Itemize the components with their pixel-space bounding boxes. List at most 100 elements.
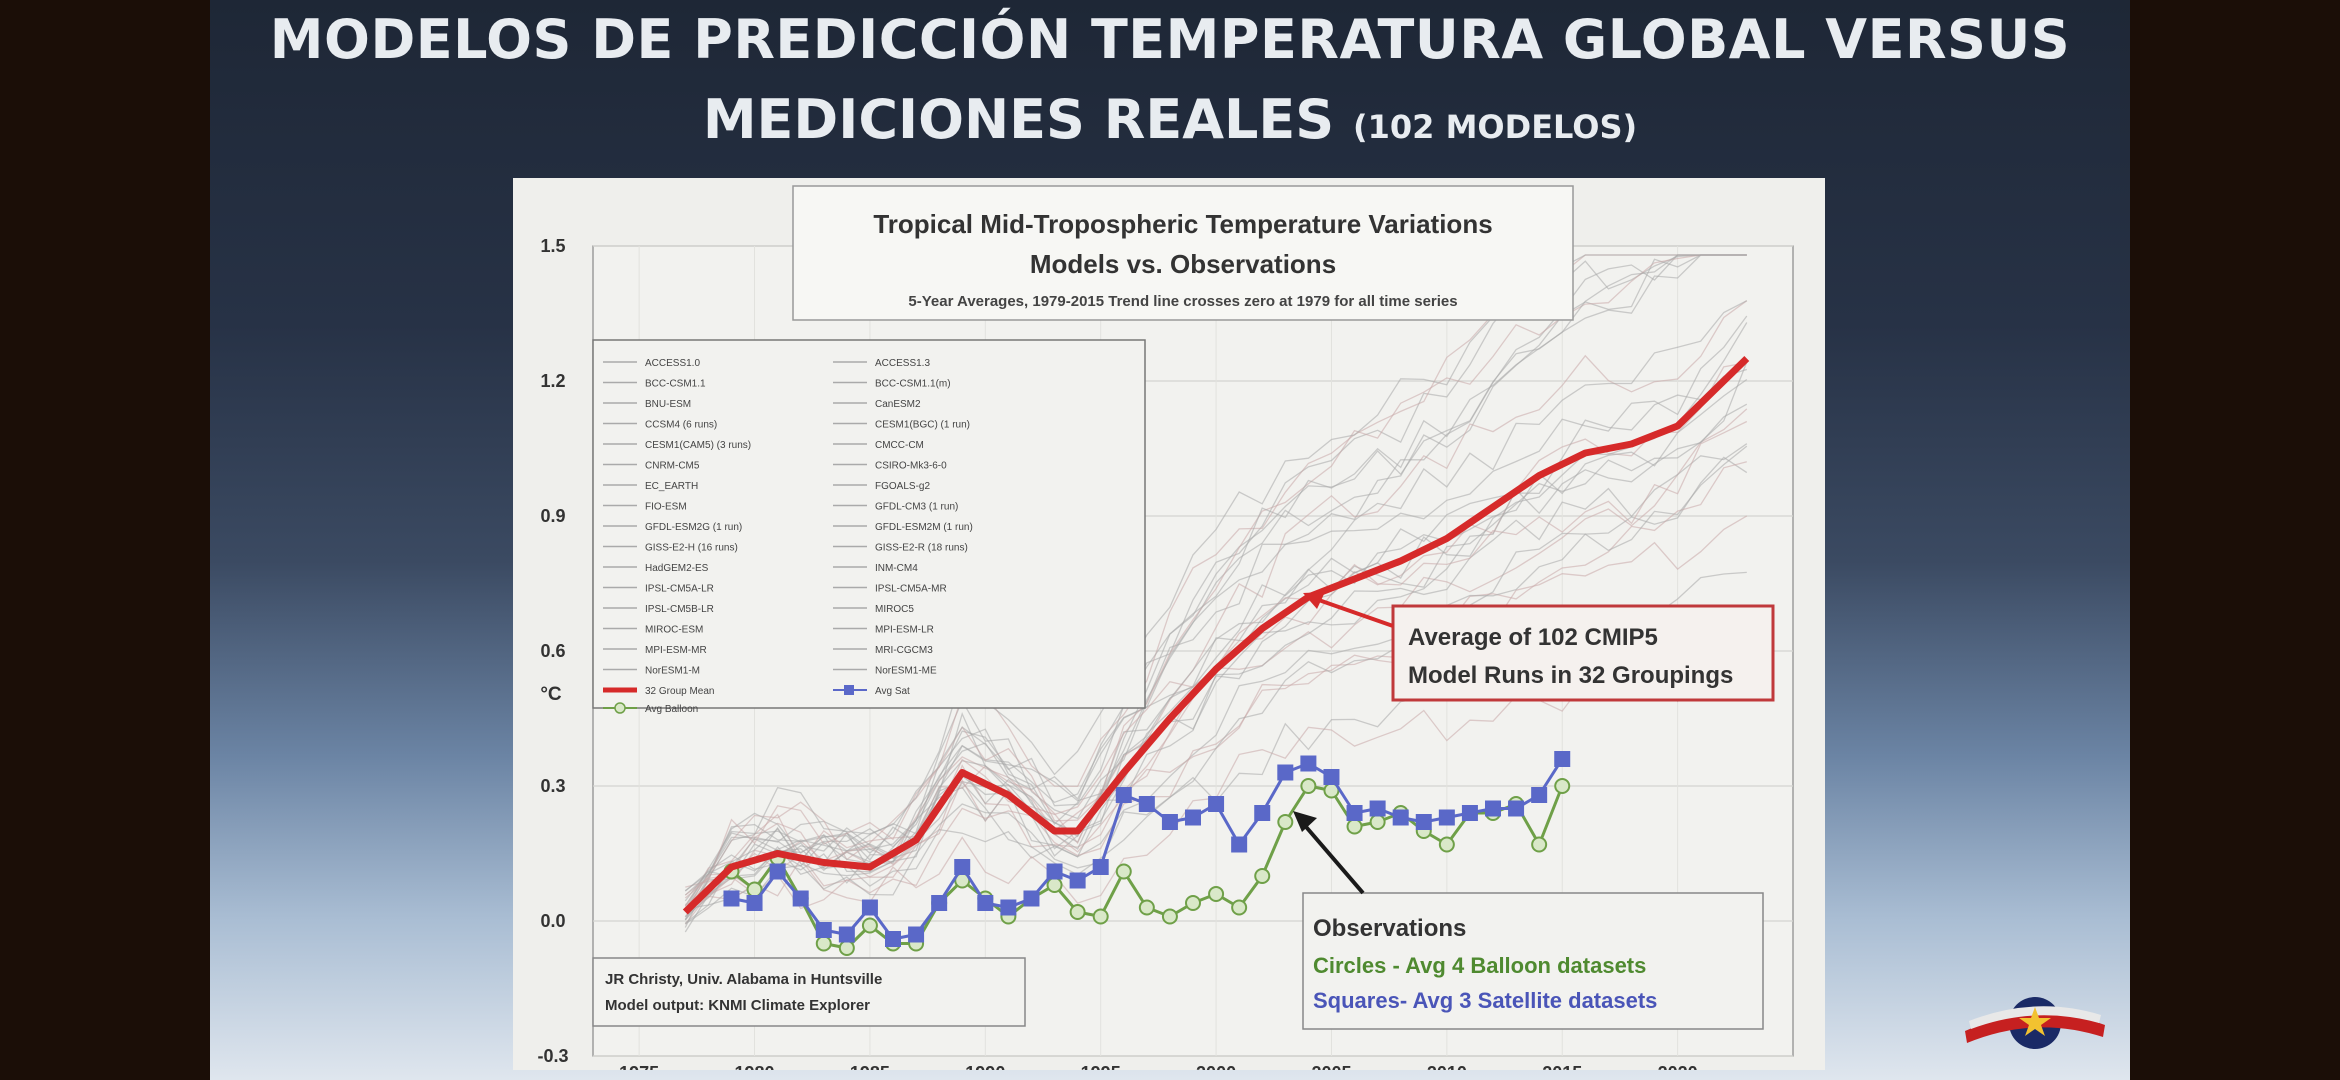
x-tick-label: 1975 bbox=[619, 1063, 659, 1070]
legend-marker-sat bbox=[844, 685, 854, 695]
legend-label: GISS-E2-H (16 runs) bbox=[645, 543, 738, 554]
legend-label: CSIRO-Mk3-6-0 bbox=[875, 461, 947, 472]
logo-red-swoosh bbox=[1965, 1013, 2105, 1043]
satellite-point bbox=[1023, 890, 1040, 907]
x-tick-label: 1990 bbox=[965, 1063, 1005, 1070]
y-tick-label: 1.5 bbox=[540, 236, 565, 256]
observations-arrow bbox=[1299, 819, 1365, 895]
legend-label-mean: 32 Group Mean bbox=[645, 686, 715, 697]
legend-label: BCC-CSM1.1(m) bbox=[875, 379, 951, 390]
satellite-point bbox=[746, 895, 763, 911]
balloon-point bbox=[1185, 895, 1201, 911]
legend-label: GFDL-ESM2G (1 run) bbox=[645, 522, 742, 533]
legend-label: CESM1(CAM5) (3 runs) bbox=[645, 440, 751, 451]
model-run-line bbox=[684, 300, 1748, 933]
model-run-line bbox=[684, 254, 1747, 892]
chart-note: 5-Year Averages, 1979-2015 Trend line cr… bbox=[908, 293, 1457, 310]
model-run-line bbox=[684, 461, 1747, 911]
satellite-point bbox=[1369, 800, 1386, 817]
satellite-point bbox=[1554, 751, 1571, 767]
observations-circles: Circles - Avg 4 Balloon datasets bbox=[1313, 953, 1646, 978]
satellite-point bbox=[977, 895, 994, 911]
y-tick-label: -0.3 bbox=[537, 1046, 568, 1066]
balloon-point bbox=[1369, 814, 1386, 830]
title-box bbox=[792, 185, 1574, 321]
satellite-point bbox=[1046, 863, 1063, 880]
channel-logo bbox=[1965, 997, 2105, 1049]
legend-label: CMCC-CM bbox=[875, 440, 924, 451]
legend-label: IPSL-CM5A-LR bbox=[645, 584, 714, 595]
legend-label: ACCESS1.0 bbox=[645, 358, 700, 369]
satellite-point bbox=[1346, 805, 1363, 821]
satellite-point bbox=[908, 926, 925, 943]
mean-annotation-line1: Average of 102 CMIP5 bbox=[1408, 624, 1658, 651]
credit-line2: Model output: KNMI Climate Explorer bbox=[605, 997, 870, 1014]
legend-label: IPSL-CM5B-LR bbox=[645, 604, 714, 615]
legend bbox=[592, 339, 1146, 709]
legend-label: NorESM1-ME bbox=[875, 666, 937, 677]
legend-label: BCC-CSM1.1 bbox=[645, 379, 706, 390]
balloon-point bbox=[1161, 908, 1178, 925]
chart-subtitle: Models vs. Observations bbox=[1030, 249, 1336, 279]
left-letterbox bbox=[0, 0, 210, 1080]
mean-annotation-box bbox=[1391, 604, 1775, 702]
satellite-point bbox=[1531, 787, 1548, 803]
legend-label: EC_EARTH bbox=[645, 481, 698, 492]
chart-svg: 1.5 1.2 0.9 0.6 0.3 0.0 -0.3 1975 1980 1985 1990 19… bbox=[513, 178, 1825, 1080]
balloon-point bbox=[1092, 908, 1109, 925]
satellite-point bbox=[1485, 800, 1501, 817]
satellite-point bbox=[792, 890, 809, 907]
x-tick-label: 1995 bbox=[1081, 1063, 1121, 1070]
model-run-line bbox=[684, 300, 1748, 909]
balloon-point bbox=[1531, 836, 1548, 853]
y-axis-label: °C bbox=[540, 684, 562, 705]
satellite-point bbox=[1161, 814, 1178, 830]
satellite-point bbox=[1115, 787, 1132, 803]
balloon-point bbox=[1254, 868, 1271, 884]
legend-label: MPI-ESM-LR bbox=[875, 625, 934, 636]
x-tick-label: 2015 bbox=[1542, 1063, 1582, 1070]
legend-marker-balloon bbox=[614, 702, 626, 714]
model-run-line bbox=[684, 456, 1748, 921]
model-run-line bbox=[684, 361, 1748, 912]
mean-arrow-head bbox=[1303, 592, 1325, 609]
observations-title: Observations bbox=[1313, 915, 1466, 942]
legend-label: GISS-E2-R (18 runs) bbox=[875, 543, 968, 554]
satellite-point bbox=[1300, 755, 1317, 772]
legend-label: GFDL-CM3 (1 run) bbox=[875, 502, 958, 513]
y-tick-label: 0.3 bbox=[540, 776, 565, 796]
series-layer bbox=[682, 355, 1750, 956]
balloon-point bbox=[1069, 904, 1086, 920]
legend-label: GFDL-ESM2M (1 run) bbox=[875, 522, 973, 533]
satellite-point bbox=[769, 863, 786, 880]
observations-box bbox=[1302, 892, 1764, 1030]
chart-image: 1.5 1.2 0.9 0.6 0.3 0.0 -0.3 1975 1980 1985 1990 19… bbox=[513, 178, 1825, 1080]
legend-label: FIO-ESM bbox=[645, 502, 687, 513]
satellite-point bbox=[954, 859, 971, 875]
satellite-point bbox=[1323, 769, 1340, 785]
satellite-point bbox=[861, 899, 878, 916]
balloon-point bbox=[1231, 899, 1248, 916]
x-tick-label: 2000 bbox=[1196, 1063, 1236, 1070]
balloon-point bbox=[838, 940, 855, 956]
observations-squares: Squares- Avg 3 Satellite datasets bbox=[1313, 988, 1657, 1013]
balloon-point bbox=[1208, 886, 1225, 902]
balloon-point bbox=[1115, 863, 1132, 880]
model-mean-line bbox=[682, 355, 1750, 915]
model-run-line bbox=[684, 445, 1748, 925]
balloon-point bbox=[1300, 778, 1317, 794]
y-tick-label: 0.9 bbox=[540, 506, 565, 526]
legend-label: CNRM-CM5 bbox=[645, 461, 700, 472]
x-tick-label: 1980 bbox=[735, 1063, 775, 1070]
balloon-point bbox=[1554, 778, 1571, 794]
legend-label: BNU-ESM bbox=[645, 399, 691, 410]
legend-label: NorESM1-M bbox=[645, 666, 700, 677]
satellite-point bbox=[1461, 805, 1478, 821]
x-tick-label: 1985 bbox=[850, 1063, 890, 1070]
model-run-line bbox=[684, 254, 1747, 906]
satellite-point bbox=[1277, 764, 1294, 781]
satellite-point bbox=[1508, 800, 1525, 817]
model-run-line bbox=[684, 378, 1748, 918]
satellite-point bbox=[1392, 809, 1409, 826]
legend-label: IPSL-CM5A-MR bbox=[875, 584, 947, 595]
